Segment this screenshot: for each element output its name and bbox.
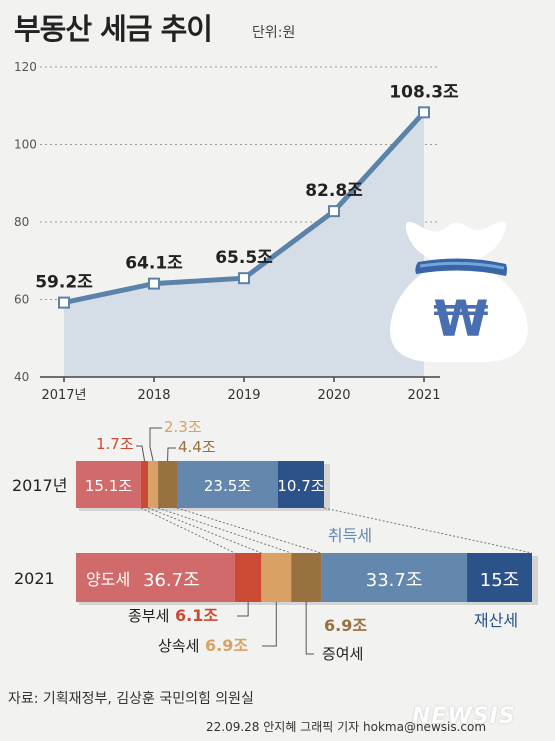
source-text: 자료: 기획재정부, 김상훈 국민의힘 의원실 bbox=[8, 691, 254, 707]
bar-segment bbox=[140, 461, 149, 508]
series-label-property: 재산세 bbox=[474, 611, 518, 630]
small-tax-label: 1.7조 bbox=[96, 435, 134, 453]
page-title: 부동산 세금 추이 bbox=[14, 12, 213, 46]
leader-line bbox=[262, 602, 277, 647]
bar-segment bbox=[234, 553, 262, 602]
callout-value: 6.9조 bbox=[324, 616, 367, 635]
unit-label: 단위:원 bbox=[252, 25, 296, 41]
connector-line bbox=[323, 507, 533, 554]
bar-segment bbox=[76, 461, 141, 508]
area-fill bbox=[64, 112, 424, 378]
category-label: 2017년 bbox=[12, 476, 67, 495]
connector-line bbox=[157, 507, 292, 554]
bar-segment bbox=[278, 461, 324, 508]
leader-line bbox=[149, 427, 162, 462]
series-label-acquisition: 취득세 bbox=[328, 526, 372, 545]
y-tick-label: 120 bbox=[14, 60, 37, 74]
callout-name: 증여세 bbox=[322, 645, 363, 663]
newsis-watermark: NEWSIS bbox=[412, 704, 516, 729]
y-tick-label: 80 bbox=[14, 215, 29, 229]
x-tick-label: 2019 bbox=[227, 388, 260, 403]
bar-value-label: 10.7조 bbox=[277, 477, 324, 495]
line-chart: 40 60 80 100 120 59.2조 2017년 64.1조 2018 65.5조 2019… bbox=[14, 60, 459, 403]
category-label: 2021 bbox=[14, 569, 55, 588]
bar-segment bbox=[291, 553, 322, 602]
bar-segment bbox=[321, 553, 468, 602]
connector-line bbox=[140, 507, 236, 554]
svg-text:₩: ₩ bbox=[433, 290, 488, 348]
callout-name: 종부세 bbox=[128, 607, 169, 625]
callout-name: 상속세 bbox=[158, 637, 199, 655]
bar-segment bbox=[467, 553, 532, 602]
bar-segment bbox=[76, 553, 235, 602]
data-label: 108.3조 bbox=[389, 82, 459, 102]
data-point bbox=[148, 277, 160, 290]
x-tick-label: 2020 bbox=[317, 388, 350, 403]
data-label: 59.2조 bbox=[35, 273, 93, 293]
credit-text: 22.09.28 안지혜 그래픽 기자 hokma@newsis.com bbox=[206, 720, 487, 734]
bar-segment bbox=[148, 461, 159, 508]
data-label: 64.1조 bbox=[125, 254, 183, 274]
data-point bbox=[238, 272, 250, 285]
leader-line bbox=[305, 602, 314, 655]
money-bag-won-icon: ₩ bbox=[390, 221, 528, 362]
bar-segment bbox=[261, 553, 292, 602]
data-point bbox=[58, 296, 70, 309]
x-tick-label: 2018 bbox=[137, 388, 170, 403]
y-tick-label: 100 bbox=[14, 138, 37, 152]
leader-line bbox=[237, 602, 249, 617]
connector-line bbox=[176, 507, 322, 554]
y-tick-label: 60 bbox=[14, 293, 29, 307]
leader-line bbox=[167, 447, 176, 462]
data-point bbox=[418, 106, 430, 119]
small-tax-label: 4.4조 bbox=[178, 438, 216, 456]
bar-segment bbox=[177, 461, 279, 508]
bar-series-label: 양도세 bbox=[86, 570, 130, 589]
small-tax-label: 2.3조 bbox=[164, 418, 202, 436]
x-tick-label: 2021 bbox=[407, 388, 440, 403]
bar-value-label: 36.7조 bbox=[143, 570, 200, 591]
bar-value-label: 15조 bbox=[480, 570, 519, 591]
data-label: 82.8조 bbox=[305, 181, 363, 201]
bar-value-label: 15.1조 bbox=[85, 477, 132, 495]
bar-value-label: 23.5조 bbox=[204, 477, 251, 495]
connector-line bbox=[148, 507, 262, 554]
leader-line bbox=[136, 445, 146, 462]
callout-value: 6.9조 bbox=[205, 636, 248, 655]
y-tick-label: 40 bbox=[14, 370, 29, 384]
data-label: 65.5조 bbox=[215, 248, 273, 268]
bar-segment bbox=[158, 461, 178, 508]
x-tick-label: 2017년 bbox=[41, 388, 86, 403]
callout-value: 6.1조 bbox=[175, 606, 218, 625]
data-point bbox=[328, 205, 340, 218]
bar-value-label: 33.7조 bbox=[366, 570, 423, 591]
